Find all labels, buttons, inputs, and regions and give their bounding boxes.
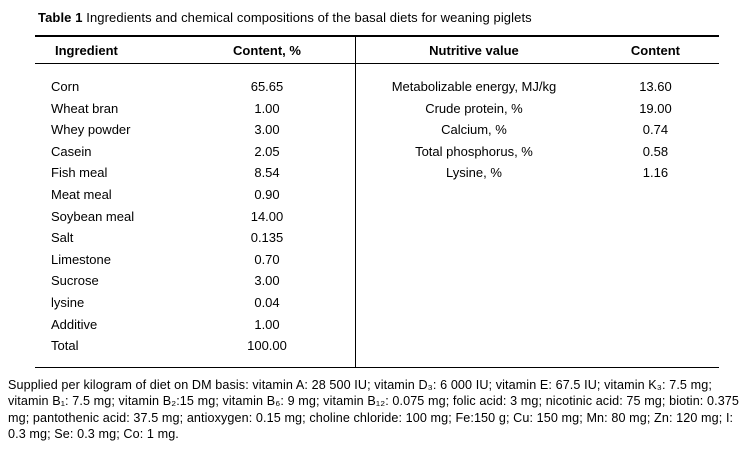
ingredient-content: 14.00 (250, 208, 284, 224)
ingredient-row: Limestone 0.70 (35, 249, 355, 271)
ingredient-content: 0.135 (250, 230, 284, 246)
header-ingredient: Ingredient (55, 42, 118, 58)
ingredient-name: Sucrose (51, 273, 99, 289)
nutritive-name: Crude protein, % (425, 100, 523, 116)
ingredient-name: Additive (51, 316, 98, 332)
nutritive-row: Crude protein, % 19.00 (356, 98, 719, 120)
table-caption: Table 1 Ingredients and chemical composi… (0, 0, 753, 35)
nutritive-content: 1.16 (642, 165, 669, 181)
ingredient-row: Meat meal 0.90 (35, 184, 355, 206)
nutritive-name: Calcium, % (441, 122, 507, 138)
ingredient-content: 8.54 (254, 165, 280, 181)
ingredient-name: Corn (51, 79, 80, 94)
ingredient-content: 100.00 (247, 338, 287, 354)
header-left-half: Ingredient Content, % (35, 37, 355, 63)
ingredient-name: Soybean meal (51, 208, 135, 224)
ingredient-row: Casein 2.05 (35, 141, 355, 163)
ingredient-content: 0.70 (254, 251, 280, 267)
ingredient-name: lysine (51, 294, 85, 310)
table-header-row: Ingredient Content, % Nutritive value Co… (35, 37, 719, 64)
ingredients-column: Corn 65.65 Wheat bran 1.00 Whey powder 3… (35, 64, 355, 367)
basal-diet-table: Ingredient Content, % Nutritive value Co… (35, 35, 719, 368)
header-content: Content (630, 42, 681, 58)
ingredient-name: Total (51, 338, 79, 354)
ingredient-content: 3.00 (254, 122, 280, 138)
nutritive-row: Metabolizable energy, MJ/kg 13.60 (356, 76, 719, 98)
table-footnote: Supplied per kilogram of diet on DM basi… (8, 377, 740, 442)
nutritive-name: Metabolizable energy, MJ/kg (391, 79, 557, 94)
header-right-half: Nutritive value Content (355, 37, 719, 63)
nutritive-row: Total phosphorus, % 0.58 (356, 141, 719, 163)
ingredient-name: Fish meal (51, 165, 108, 181)
nutritive-content: 0.58 (642, 143, 669, 159)
ingredient-row: Salt 0.135 (35, 227, 355, 249)
ingredient-row: Soybean meal 14.00 (35, 206, 355, 228)
ingredient-row: Sucrose 3.00 (35, 270, 355, 292)
ingredient-row: Total 100.00 (35, 335, 355, 357)
ingredient-name: Limestone (51, 251, 111, 267)
ingredient-row: Corn 65.65 (35, 76, 355, 98)
ingredient-content: 0.04 (254, 294, 280, 310)
table-body: Corn 65.65 Wheat bran 1.00 Whey powder 3… (35, 64, 719, 367)
nutritive-row: Lysine, % 1.16 (356, 162, 719, 184)
nutritive-content: 19.00 (639, 100, 672, 116)
ingredient-name: Salt (51, 230, 74, 246)
ingredient-row: Fish meal 8.54 (35, 162, 355, 184)
ingredient-content: 2.05 (254, 143, 280, 159)
ingredient-row: Wheat bran 1.00 (35, 98, 355, 120)
ingredient-name: Wheat bran (51, 100, 119, 116)
ingredient-content: 1.00 (254, 100, 280, 116)
nutritive-name: Total phosphorus, % (415, 143, 533, 159)
ingredient-name: Casein (51, 143, 92, 159)
ingredient-name: Meat meal (51, 186, 112, 202)
nutritive-values-column: Metabolizable energy, MJ/kg 13.60 Crude … (355, 64, 719, 367)
nutritive-content: 13.60 (639, 79, 672, 94)
ingredient-row: lysine 0.04 (35, 292, 355, 314)
table-caption-text: Ingredients and chemical compositions of… (82, 10, 532, 25)
ingredient-content: 1.00 (254, 316, 280, 332)
table-caption-number: Table 1 (38, 10, 83, 25)
header-nutritive-value: Nutritive value (429, 42, 519, 58)
ingredient-row: Whey powder 3.00 (35, 119, 355, 141)
ingredient-content: 65.65 (250, 79, 284, 94)
ingredient-name: Whey powder (51, 122, 131, 138)
header-content-pct: Content, % (233, 42, 301, 58)
ingredient-content: 3.00 (254, 273, 280, 289)
ingredient-content: 0.90 (254, 186, 280, 202)
nutritive-row: Calcium, % 0.74 (356, 119, 719, 141)
nutritive-name: Lysine, % (446, 165, 502, 181)
ingredient-row: Additive 1.00 (35, 314, 355, 336)
nutritive-content: 0.74 (642, 122, 669, 138)
